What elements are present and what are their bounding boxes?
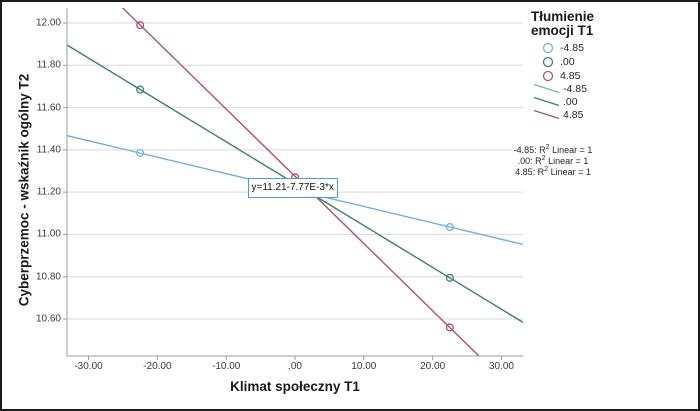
r2-annotation-line: -4.85: R2 Linear = 1 bbox=[473, 144, 633, 155]
legend-item-label-line: 4.85 bbox=[563, 108, 584, 121]
r2-suffix: Linear = 1 bbox=[548, 167, 591, 177]
y-tick-label: 11.20 bbox=[36, 186, 61, 198]
r2-annotation-line: 4.85: R2 Linear = 1 bbox=[473, 166, 633, 177]
r2-suffix: Linear = 1 bbox=[549, 145, 593, 155]
x-tick-label: .00 bbox=[288, 361, 302, 372]
r2-superscript: 2 bbox=[544, 166, 549, 173]
x-tick-label: 10.00 bbox=[351, 361, 377, 372]
legend-item-label-line: .00 bbox=[563, 95, 578, 108]
r2-superscript: 2 bbox=[545, 144, 550, 151]
legend-item-label-line: -4.85 bbox=[563, 82, 587, 95]
y-tick-label: 11.00 bbox=[36, 228, 61, 240]
data-point-marker bbox=[445, 323, 454, 332]
r2-annotation-line: .00: R2 Linear = 1 bbox=[473, 155, 633, 166]
legend-title-line2: emocji T1 bbox=[531, 23, 594, 38]
data-point-marker bbox=[136, 148, 145, 158]
x-tick-label: -20.00 bbox=[143, 361, 172, 372]
x-tick-label: -30.00 bbox=[74, 361, 103, 372]
data-point-marker bbox=[445, 222, 454, 232]
r2-prefix: -4.85: R bbox=[513, 145, 546, 155]
legend-marker-swatch bbox=[542, 70, 554, 82]
legend-item-label-marker: -4.85 bbox=[560, 42, 584, 54]
data-point-marker bbox=[136, 21, 145, 30]
data-point-marker bbox=[445, 273, 454, 282]
legend-item-label-marker: .00 bbox=[560, 56, 575, 68]
legend-title: Tłumienie emocji T1 bbox=[531, 10, 594, 38]
y-tick-label: 12.00 bbox=[35, 17, 61, 29]
r2-superscript: 2 bbox=[541, 155, 546, 162]
r2-prefix: .00: R bbox=[517, 156, 542, 166]
legend-marker-swatch bbox=[542, 42, 554, 54]
equation-label: y=11.21-7.77E-3*x bbox=[247, 178, 338, 199]
y-tick-label: 10.80 bbox=[35, 271, 61, 283]
y-tick-label: 11.40 bbox=[36, 144, 61, 156]
x-tick-label: -10.00 bbox=[211, 361, 241, 372]
y-tick-label: 11.60 bbox=[36, 102, 61, 114]
x-tick-label: 30.00 bbox=[488, 361, 514, 372]
r2-suffix: Linear = 1 bbox=[545, 156, 589, 166]
x-tick-label: 20.00 bbox=[420, 361, 446, 372]
y-axis-title: Cyberprzemoc - wskaźnik ogólny T2 bbox=[16, 73, 32, 307]
legend-item-label-marker: 4.85 bbox=[560, 70, 581, 82]
y-tick-label: 11.80 bbox=[36, 59, 61, 71]
data-point-marker bbox=[136, 85, 145, 94]
legend-line-swatch bbox=[533, 109, 560, 120]
y-tick-label: 10.60 bbox=[35, 313, 61, 325]
legend-marker-swatch bbox=[542, 56, 554, 68]
legend-line-swatch bbox=[533, 96, 560, 107]
r2-prefix: 4.85: R bbox=[515, 167, 545, 177]
x-axis-title: Klimat społeczny T1 bbox=[230, 379, 360, 394]
fit-line-4.85 bbox=[121, 8, 480, 356]
legend-line-swatch bbox=[533, 83, 560, 94]
legend-title-line1: Tłumienie bbox=[531, 9, 595, 24]
